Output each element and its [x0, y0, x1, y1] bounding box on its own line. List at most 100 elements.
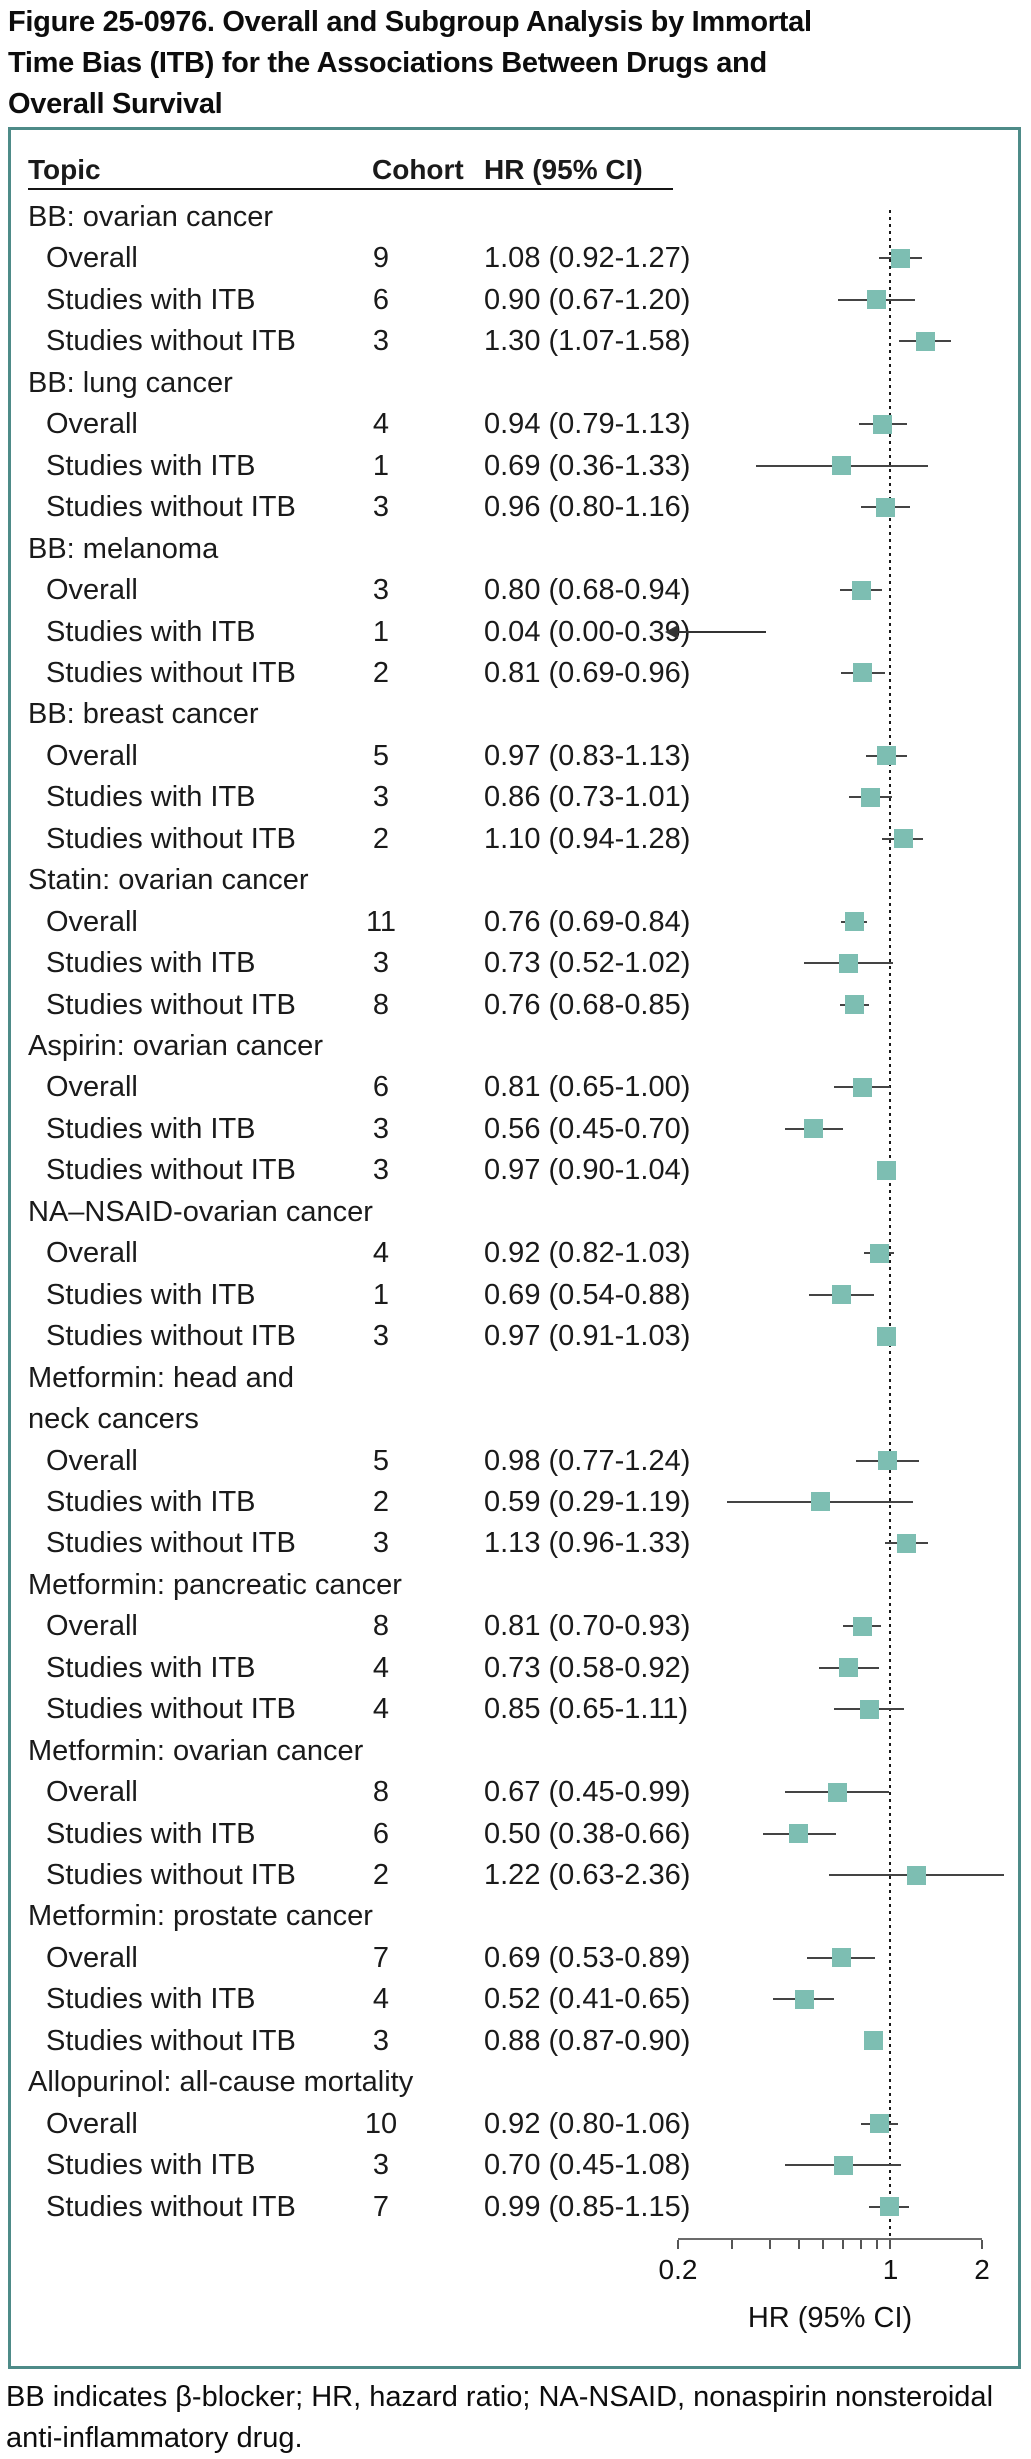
hr-point-marker [861, 787, 881, 807]
column-header-hr: HR (95% CI) [484, 154, 643, 185]
figure-title: Figure 25-0976. Overall and Subgroup Ana… [8, 6, 812, 120]
topic-cell: Studies without ITB [46, 988, 296, 1021]
forest-row: Overall 6 0.81 (0.65-1.00) [11, 1066, 1018, 1108]
forest-row: Studies with ITB 1 0.69 (0.36-1.33) [11, 445, 1018, 487]
forest-row: Studies with ITB 2 0.59 (0.29-1.19) [11, 1481, 1018, 1523]
hr-ci-cell: 0.81 (0.65-1.00) [484, 1071, 691, 1104]
hr-point-marker [831, 456, 851, 476]
hr-point-marker [869, 2114, 889, 2134]
topic-cell: Overall [46, 1776, 138, 1809]
forest-row: Studies without ITB 3 0.97 (0.91-1.03) [11, 1315, 1018, 1357]
x-axis-title: HR (95% CI) [747, 2302, 913, 2334]
hr-point-marker [915, 331, 935, 351]
x-axis-tick-label: 1 [882, 2254, 899, 2285]
topic-cell: Studies with ITB [46, 781, 256, 814]
hr-point-marker [853, 1077, 873, 1097]
hr-point-marker [839, 1658, 859, 1678]
group-label: NA–NSAID-ovarian cancer [28, 1195, 373, 1228]
hr-point-marker [891, 248, 911, 268]
hr-point-marker [872, 414, 892, 434]
hr-point-marker [844, 995, 864, 1015]
hr-point-marker [853, 663, 873, 683]
group-label: Allopurinol: all-cause mortality [28, 2066, 414, 2099]
x-axis-tick [889, 2240, 892, 2249]
hr-ci-cell: 1.22 (0.63-2.36) [484, 1859, 691, 1891]
reference-line [889, 210, 892, 2238]
hr-ci-cell: 0.80 (0.68-0.94) [484, 574, 691, 607]
cohort-cell: 4 [372, 1237, 390, 1270]
cohort-cell: 1 [372, 615, 390, 648]
hr-ci-cell: 1.30 (1.07-1.58) [484, 325, 691, 358]
hr-point-marker [869, 1243, 889, 1263]
hr-ci-cell: 0.69 (0.54-0.88) [484, 1278, 691, 1311]
cohort-cell: 6 [372, 1817, 390, 1850]
hr-point-marker [851, 580, 871, 600]
cohort-cell: 3 [372, 491, 390, 524]
topic-cell: Overall [46, 2107, 138, 2140]
topic-cell: Studies without ITB [46, 1320, 296, 1353]
hr-ci-cell: 0.99 (0.85-1.15) [484, 2190, 691, 2223]
forest-row: Studies without ITB 3 0.88 (0.87-0.90) [11, 2020, 1018, 2062]
topic-cell: Studies without ITB [46, 822, 296, 855]
group-label: Aspirin: ovarian cancer [28, 1030, 323, 1062]
cohort-cell: 4 [372, 1983, 390, 2016]
hr-point-marker [804, 1119, 824, 1139]
forest-row: Overall 10 0.92 (0.80-1.06) [11, 2103, 1018, 2145]
topic-cell: Overall [46, 739, 138, 772]
hr-point-marker [859, 1699, 879, 1719]
column-header-topic: Topic [28, 154, 101, 185]
cohort-cell: 3 [372, 1527, 390, 1560]
topic-cell: Studies without ITB [46, 325, 296, 358]
topic-cell: Studies without ITB [46, 2190, 296, 2223]
forest-row: Studies without ITB 2 1.10 (0.94-1.28) [11, 818, 1018, 860]
group-label: Metformin: ovarian cancer [28, 1734, 364, 1767]
cohort-cell: 3 [372, 1320, 390, 1353]
topic-cell: Overall [46, 408, 138, 441]
x-axis-tick [677, 2240, 679, 2249]
group-header-row: Metformin: ovarian cancer [11, 1730, 1018, 1772]
group-label: Metformin: pancreatic cancer [28, 1568, 402, 1601]
hr-ci-cell: 0.59 (0.29-1.19) [484, 1485, 691, 1518]
forest-row: Studies without ITB 2 1.22 (0.63-2.36) [11, 1854, 1018, 1896]
hr-ci-cell: 0.04 (0.00-0.39) [484, 615, 691, 648]
hr-ci-cell: 0.88 (0.87-0.90) [484, 2024, 691, 2057]
forest-row: Studies with ITB 3 0.73 (0.52-1.02) [11, 942, 1018, 984]
forest-row: Studies with ITB 3 0.56 (0.45-0.70) [11, 1108, 1018, 1150]
hr-ci-cell: 0.73 (0.58-0.92) [484, 1651, 691, 1684]
cohort-cell: 1 [372, 449, 390, 482]
cohort-cell: 8 [372, 1610, 390, 1643]
topic-cell: Studies with ITB [46, 1651, 256, 1684]
forest-row: Studies with ITB 6 0.50 (0.38-0.66) [11, 1813, 1018, 1855]
forest-row: Studies with ITB 6 0.90 (0.67-1.20) [11, 279, 1018, 321]
cohort-cell: 2 [372, 1485, 390, 1518]
figure-panel: Topic Cohort HR (95% CI) BB: ovarian can… [8, 127, 1021, 2369]
offscale-left-arrow-line [676, 630, 767, 633]
forest-row: Studies with ITB 1 0.04 (0.00-0.39) [11, 611, 1018, 653]
hr-point-marker [789, 1824, 809, 1844]
topic-cell: Overall [46, 905, 138, 938]
hr-ci-cell: 0.50 (0.38-0.66) [484, 1817, 691, 1850]
hr-ci-cell: 0.56 (0.45-0.70) [484, 1112, 691, 1145]
hr-ci-cell: 0.76 (0.68-0.85) [484, 988, 691, 1021]
hr-point-marker [864, 2031, 884, 2051]
topic-cell: Studies without ITB [46, 1693, 296, 1726]
topic-cell: Studies with ITB [46, 1278, 256, 1311]
hr-point-marker [893, 829, 913, 849]
hr-ci-cell: 0.94 (0.79-1.13) [484, 408, 691, 441]
hr-point-marker [876, 1160, 896, 1180]
cohort-cell: 3 [372, 947, 390, 980]
topic-cell: Studies with ITB [46, 1983, 256, 2016]
x-axis-tick-label: 0.2 [658, 2254, 698, 2285]
hr-ci-cell: 0.97 (0.83-1.13) [484, 739, 691, 772]
column-header-cohort: Cohort [372, 154, 464, 185]
cohort-cell: 8 [372, 988, 390, 1021]
group-label: Metformin: head and [28, 1361, 294, 1394]
topic-cell: Overall [46, 1444, 138, 1477]
group-label: Statin: ovarian cancer [28, 864, 309, 897]
topic-cell: Studies without ITB [46, 1154, 296, 1187]
group-header-row: Metformin: head and [11, 1357, 1018, 1399]
cohort-cell: 10 [364, 2107, 398, 2140]
hr-point-marker [875, 497, 895, 517]
hr-point-marker [897, 1533, 917, 1553]
